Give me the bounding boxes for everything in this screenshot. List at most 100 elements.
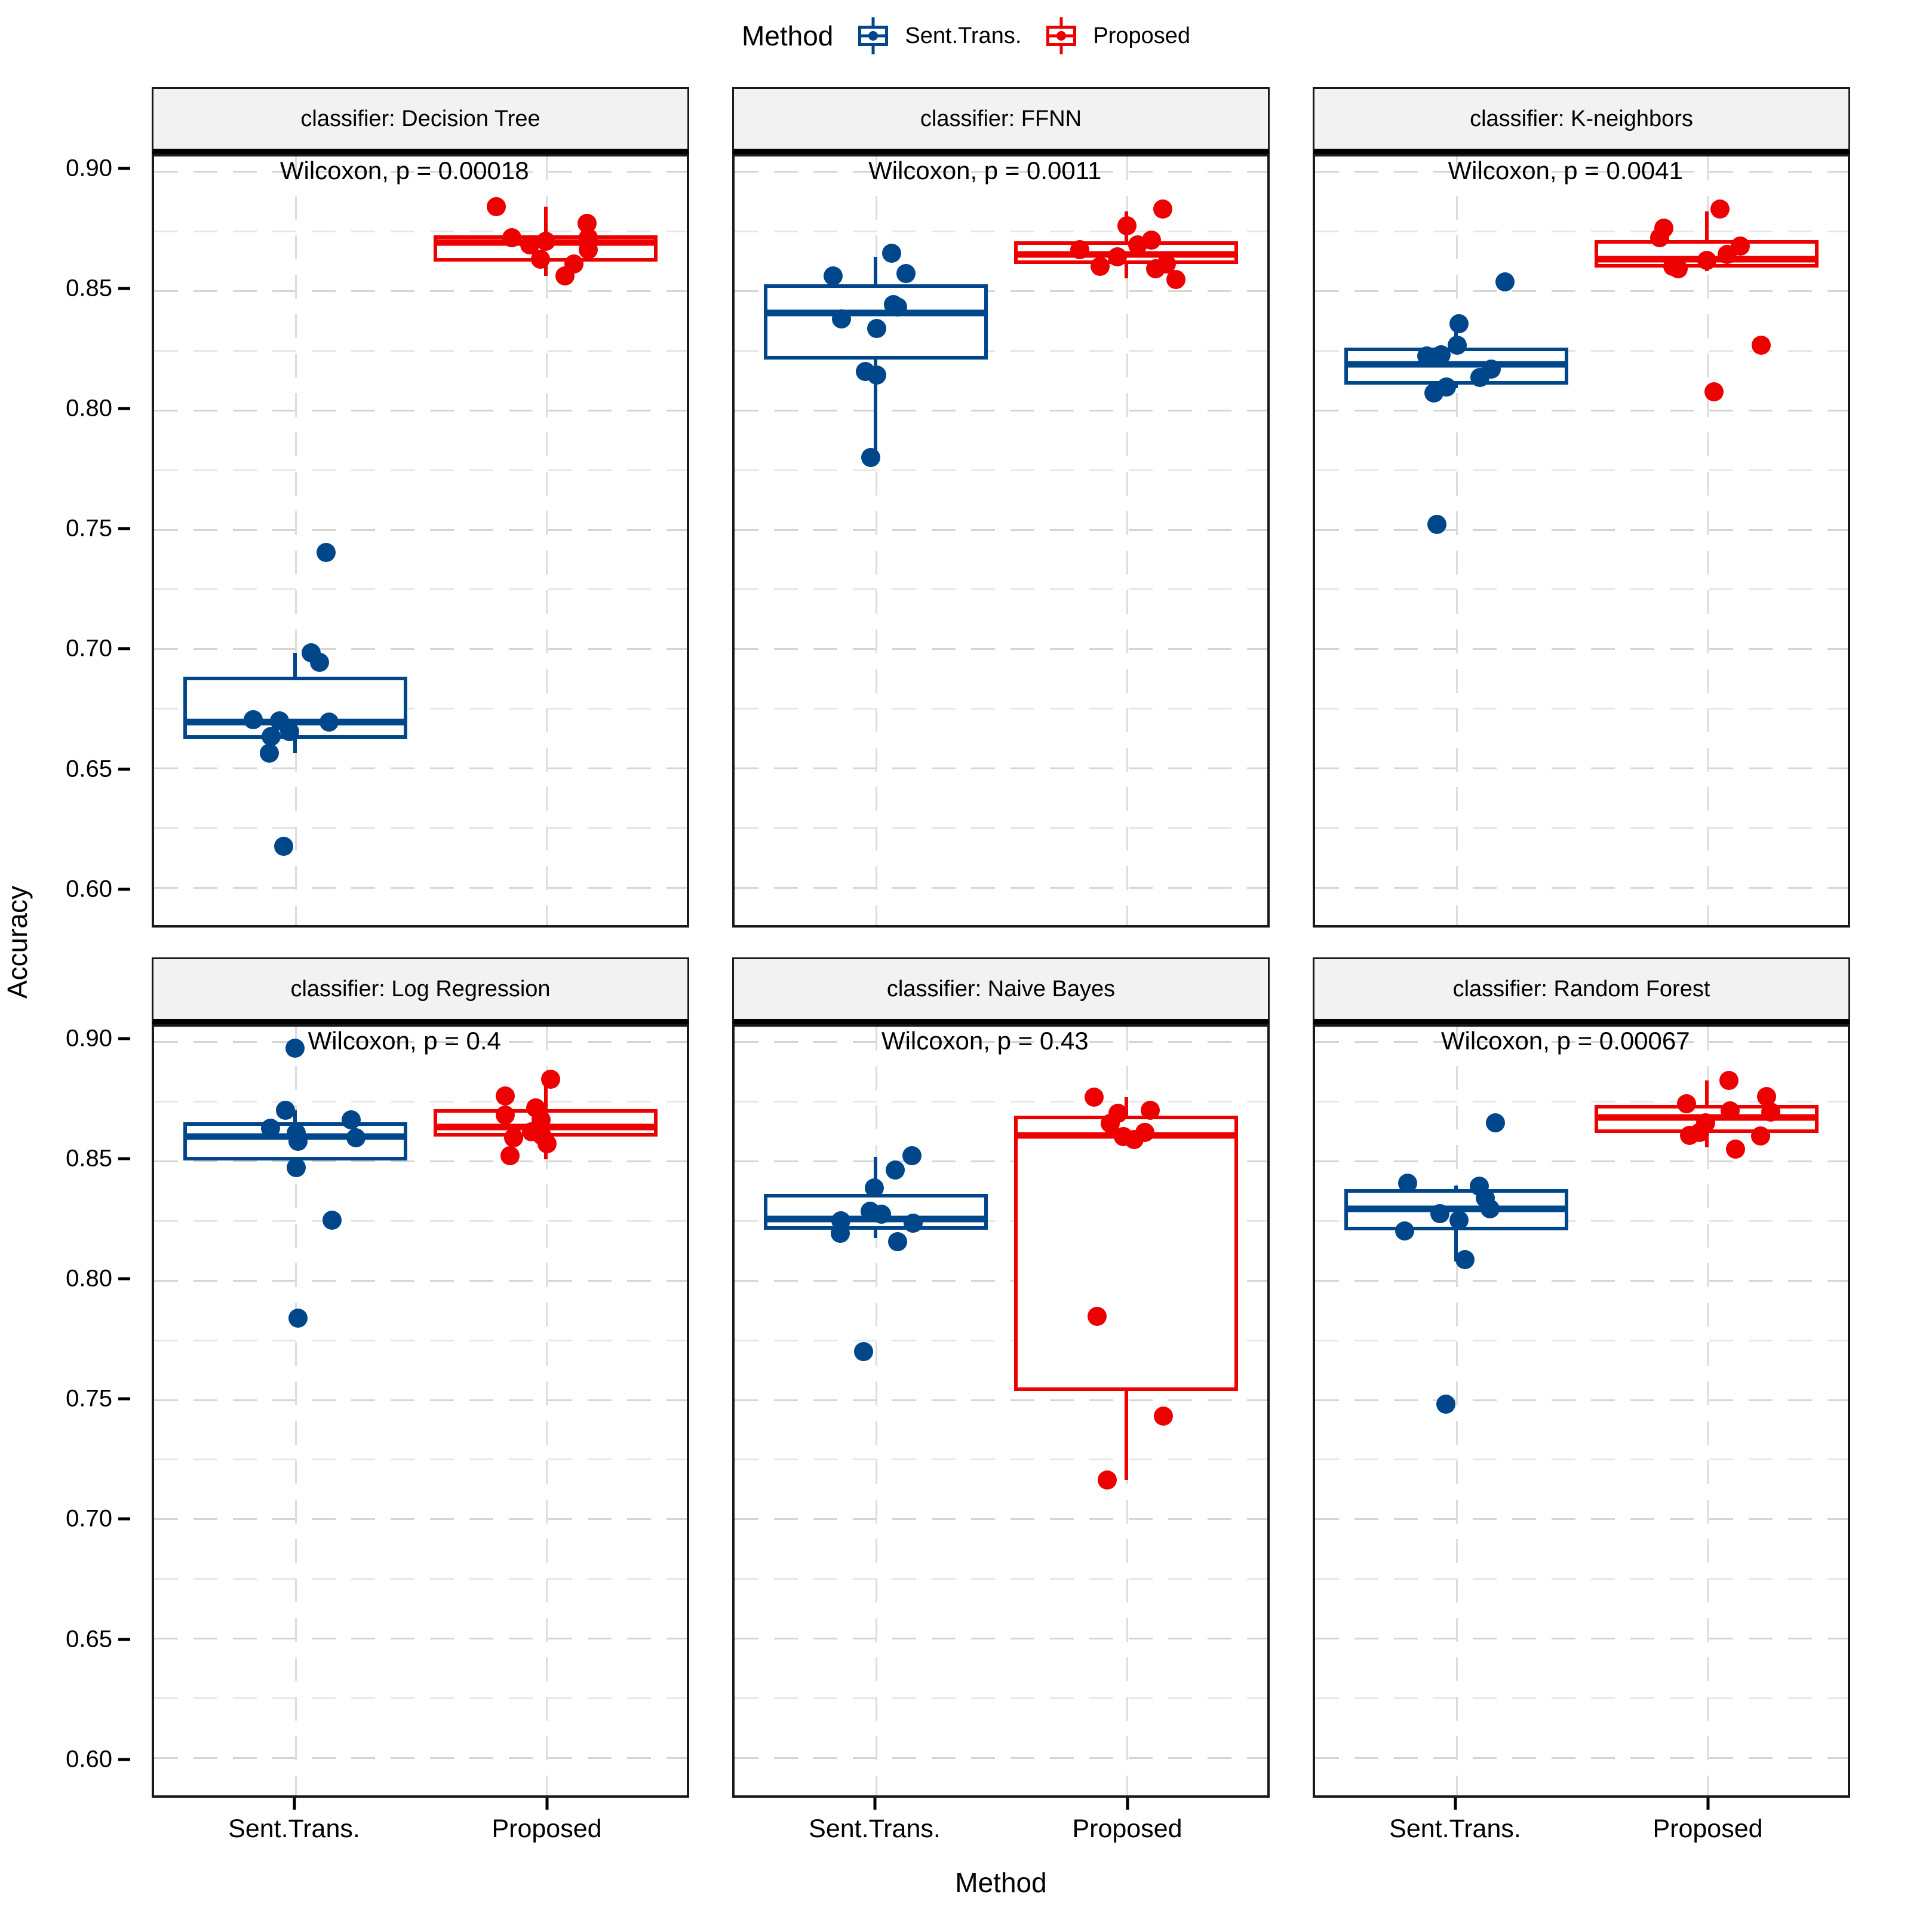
minor-gridline	[735, 1100, 1267, 1103]
whisker-upper	[293, 653, 297, 677]
jitter-point	[243, 710, 263, 730]
facet-panel: Wilcoxon, p = 0.00067	[1313, 1024, 1850, 1798]
y-tick-label: 0.90	[66, 1025, 112, 1052]
major-gridline	[154, 1757, 687, 1760]
jitter-point	[832, 309, 852, 328]
jitter-point	[1430, 1203, 1449, 1223]
wilcoxon-p-value-label: Wilcoxon, p = 0.0041	[1448, 156, 1683, 185]
median-line	[1344, 1205, 1568, 1212]
x-tick-label: Proposed	[1072, 1814, 1182, 1843]
whisker-lower	[1124, 263, 1128, 278]
major-gridline	[1315, 1518, 1848, 1521]
minor-gridline	[735, 1220, 1267, 1222]
jitter-point	[1108, 247, 1128, 266]
jitter-point	[1090, 256, 1110, 276]
minor-gridline	[154, 1220, 687, 1222]
y-tick-label: 0.75	[66, 515, 112, 542]
y-tick-label: 0.70	[66, 1505, 112, 1532]
jitter-point	[259, 744, 279, 763]
minor-gridline	[1315, 230, 1848, 232]
jitter-point	[262, 727, 281, 747]
whisker-upper	[1704, 1080, 1709, 1105]
jitter-point	[495, 1105, 515, 1125]
whisker-upper	[293, 1110, 297, 1122]
legend-item-sent-trans: Sent.Trans.	[855, 17, 1021, 54]
major-gridline	[1315, 1399, 1848, 1401]
y-tick-label: 0.85	[66, 275, 112, 302]
major-gridline	[735, 1757, 1267, 1760]
jitter-point	[1417, 346, 1437, 366]
boxplot-box-sent-trans	[183, 677, 407, 739]
jitter-point	[1085, 1087, 1104, 1107]
vertical-gridline	[1456, 1027, 1458, 1795]
jitter-point	[1140, 1100, 1160, 1120]
vertical-gridline	[1706, 1027, 1709, 1795]
jitter-point	[861, 447, 881, 467]
major-gridline	[154, 1638, 687, 1640]
jitter-point	[1449, 314, 1469, 333]
minor-gridline	[154, 708, 687, 710]
jitter-point	[1710, 199, 1730, 219]
jitter-point	[1449, 1211, 1469, 1230]
facet-panel: Wilcoxon, p = 0.0041	[1313, 154, 1850, 928]
facet-panel-cell: Wilcoxon, p = 0.4	[130, 1024, 711, 1798]
x-axis-inner: Sent.Trans. Proposed	[1313, 1798, 1850, 1866]
minor-gridline	[154, 1458, 687, 1461]
major-gridline	[735, 1638, 1267, 1640]
minor-gridline	[154, 1578, 687, 1580]
major-gridline	[1315, 1040, 1848, 1043]
minor-gridline	[1315, 588, 1848, 591]
y-axis-ticks: 0.90 0.85 0.80 0.75 0.70 0.65 0.60	[35, 1024, 130, 1798]
jitter-point	[1070, 239, 1090, 259]
minor-gridline	[735, 469, 1267, 471]
whisker-lower	[543, 261, 548, 276]
facet-strip: classifier: FFNN	[732, 87, 1270, 154]
jitter-point	[1750, 1126, 1770, 1146]
facet-strip-cell: classifier: Log Regression	[130, 957, 711, 1024]
jitter-point	[320, 713, 339, 732]
x-tick-mark	[1454, 1798, 1457, 1810]
major-gridline	[154, 648, 687, 650]
major-gridline	[1315, 767, 1848, 770]
jitter-point	[261, 1118, 281, 1138]
whisker-upper	[1454, 1185, 1458, 1189]
jitter-point	[903, 1213, 923, 1233]
major-gridline	[154, 1518, 687, 1521]
facet-strip: classifier: Decision Tree	[152, 87, 689, 154]
major-gridline	[735, 1040, 1267, 1043]
jitter-point	[1455, 1249, 1475, 1269]
major-gridline	[154, 887, 687, 889]
minor-gridline	[735, 827, 1267, 830]
minor-gridline	[1315, 1578, 1848, 1580]
jitter-point	[288, 1308, 308, 1328]
y-tick-mark	[118, 527, 130, 530]
x-tick-mark	[1126, 1798, 1129, 1810]
whisker-upper	[543, 206, 548, 235]
minor-gridline	[1315, 349, 1848, 352]
y-tick-mark	[118, 647, 130, 650]
jitter-point	[317, 543, 336, 563]
x-tick-label: Proposed	[492, 1814, 602, 1843]
whisker-lower	[1454, 1230, 1458, 1262]
jitter-point	[830, 1224, 850, 1243]
whisker-lower	[874, 1229, 878, 1238]
x-tick-mark	[545, 1798, 548, 1810]
jitter-point	[504, 1128, 524, 1147]
jitter-point	[853, 1341, 873, 1361]
x-tick-mark	[293, 1798, 296, 1810]
jitter-point	[1145, 259, 1165, 278]
legend-item-label: Proposed	[1093, 23, 1191, 48]
minor-gridline	[1315, 827, 1848, 830]
major-gridline	[735, 1518, 1267, 1521]
facet-panel-cell: Wilcoxon, p = 0.0011	[711, 154, 1291, 928]
jitter-point	[1725, 1139, 1745, 1159]
facet-panel: Wilcoxon, p = 0.0011	[732, 154, 1270, 928]
jitter-point	[1117, 216, 1137, 235]
facet-strip: classifier: Random Forest	[1313, 957, 1850, 1024]
minor-gridline	[154, 827, 687, 830]
y-tick-mark	[118, 167, 130, 170]
vertical-gridline	[1706, 156, 1709, 925]
jitter-point	[537, 1134, 557, 1153]
y-tick-mark	[118, 407, 130, 410]
y-tick-label: 0.80	[66, 395, 112, 422]
